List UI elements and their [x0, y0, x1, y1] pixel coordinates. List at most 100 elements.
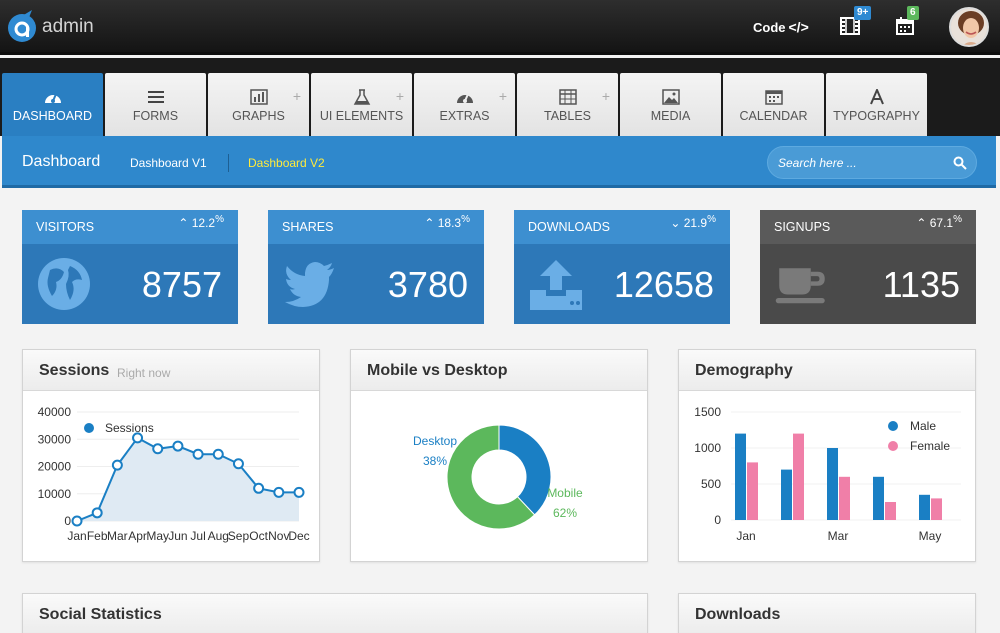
stat-value: 8757 — [141, 264, 222, 305]
tab-label: UI ELEMENTS — [319, 109, 404, 123]
panel-header: Mobile vs Desktop — [351, 350, 647, 391]
x-tick-label: Nov — [268, 529, 289, 543]
data-point — [152, 443, 164, 455]
user-avatar[interactable] — [949, 7, 989, 47]
brand-name[interactable]: admin — [42, 16, 94, 37]
stat-body: 3780 — [268, 244, 484, 324]
x-tick-label: Dec — [288, 529, 309, 543]
x-tick-label: May — [146, 529, 169, 543]
data-point — [192, 448, 204, 460]
tab-forms[interactable]: FORMS — [105, 73, 206, 136]
bar — [931, 498, 942, 520]
y-tick-label: 0 — [64, 514, 71, 528]
table-icon — [559, 89, 577, 105]
tab-typography[interactable]: TYPOGRAPHY — [826, 73, 927, 136]
x-tick-label: Sep — [228, 529, 250, 543]
sessions-chart: 0 10000 20000 30000 40000 Jan Feb Mar Apr May Jun J… — [38, 405, 310, 543]
tab-graphs[interactable]: + GRAPHS — [208, 73, 309, 136]
top-bar: admin Code </> 9+ 6 — [0, 0, 1000, 55]
legend-swatch — [888, 421, 898, 431]
stat-body: 1135 — [760, 244, 976, 324]
search-input[interactable] — [778, 154, 948, 172]
tab-dashboard[interactable]: DASHBOARD — [2, 73, 103, 136]
panel-title: Mobile vs Desktop — [367, 362, 508, 379]
code-icon: </> — [788, 19, 809, 35]
bar — [827, 448, 838, 520]
data-point — [232, 458, 244, 470]
change-unit: % — [707, 214, 716, 225]
admin-logo-icon[interactable] — [6, 8, 40, 44]
bar — [781, 469, 792, 520]
plus-icon[interactable]: + — [601, 88, 610, 104]
plus-icon[interactable]: + — [498, 88, 507, 104]
downloads-panel: Downloads — [678, 593, 976, 633]
panel-title: Demography — [695, 362, 793, 379]
tab-tables[interactable]: + TABLES — [517, 73, 618, 136]
calendar-icon — [765, 90, 783, 105]
picture-icon — [662, 89, 680, 105]
plus-icon[interactable]: + — [292, 88, 301, 104]
data-point — [71, 515, 83, 527]
data-point — [111, 459, 123, 471]
stat-header: SIGNUPS ⌃ 67.1% — [760, 210, 976, 244]
caret-up-icon: ⌃ — [424, 216, 435, 230]
bar — [793, 433, 804, 520]
sessions-panel: Sessions Right now 0 10000 20000 30000 40000… — [22, 349, 320, 562]
y-tick-label: 30000 — [38, 432, 72, 446]
x-tick-label: Jan — [67, 529, 86, 543]
tab-label: GRAPHS — [232, 109, 285, 123]
tab-label: FORMS — [132, 109, 179, 123]
data-point — [253, 482, 265, 494]
calendar-badge: 6 — [907, 6, 919, 20]
tab-media[interactable]: MEDIA — [620, 73, 721, 136]
tab-label: TABLES — [543, 109, 591, 123]
slice-label: Mobile — [547, 486, 583, 500]
data-point — [293, 486, 305, 498]
stat-value: 12658 — [613, 264, 714, 305]
x-tick-label: May — [919, 529, 942, 543]
stat-card-shares: SHARES ⌃ 18.3% 3780 — [268, 210, 484, 324]
caret-up-icon: ⌃ — [178, 216, 189, 230]
panel-title: Sessions — [39, 362, 110, 379]
data-point — [273, 486, 285, 498]
legend-swatch — [84, 423, 94, 433]
film-icon[interactable] — [840, 17, 860, 35]
panel-subtitle: Right now — [117, 366, 171, 380]
panel-title: Downloads — [695, 606, 781, 623]
calendar-icon[interactable] — [895, 17, 915, 35]
y-tick-label: 500 — [701, 477, 721, 491]
coffee-icon — [775, 268, 825, 304]
x-tick-label: Jan — [736, 529, 755, 543]
tab-ui-elements[interactable]: + UI ELEMENTS — [311, 73, 412, 136]
tab-extras[interactable]: + EXTRAS — [414, 73, 515, 136]
demography-panel: Demography 0 500 1000 1500 Jan Mar May Male Fema… — [678, 349, 976, 562]
panel-title: Social Statistics — [39, 606, 162, 623]
panel-header: Demography — [679, 350, 975, 391]
bar-chart-icon — [250, 89, 268, 105]
plus-icon[interactable]: + — [395, 88, 404, 104]
social-statistics-panel: Social Statistics — [22, 593, 648, 633]
x-tick-label: Jun — [168, 529, 187, 543]
dashboard-v2-link[interactable]: Dashboard V2 — [248, 156, 325, 170]
search-icon[interactable] — [953, 156, 967, 170]
change-value: 18.3 — [437, 216, 462, 230]
page-header: Dashboard Dashboard V1 Dashboard V2 — [2, 136, 996, 188]
tab-label: DASHBOARD — [12, 109, 93, 123]
bar — [839, 476, 850, 520]
code-link[interactable]: Code </> — [753, 19, 809, 35]
tab-label: MEDIA — [650, 109, 691, 123]
change-value: 12.2 — [191, 216, 216, 230]
stat-body: 8757 — [22, 244, 238, 324]
stat-body: 12658 — [514, 244, 730, 324]
series-area — [77, 437, 299, 521]
x-tick-label: Oct — [249, 529, 268, 543]
x-tick-label: Mar — [107, 529, 128, 543]
tab-calendar[interactable]: CALENDAR — [723, 73, 824, 136]
panel-header: Downloads — [679, 594, 975, 633]
list-icon — [148, 91, 164, 103]
x-tick-label: Feb — [87, 529, 108, 543]
dashboard-v1-link[interactable]: Dashboard V1 — [130, 156, 207, 170]
legend-label: Female — [910, 439, 950, 453]
download-icon — [530, 260, 582, 310]
caret-up-icon: ⌃ — [916, 216, 927, 230]
